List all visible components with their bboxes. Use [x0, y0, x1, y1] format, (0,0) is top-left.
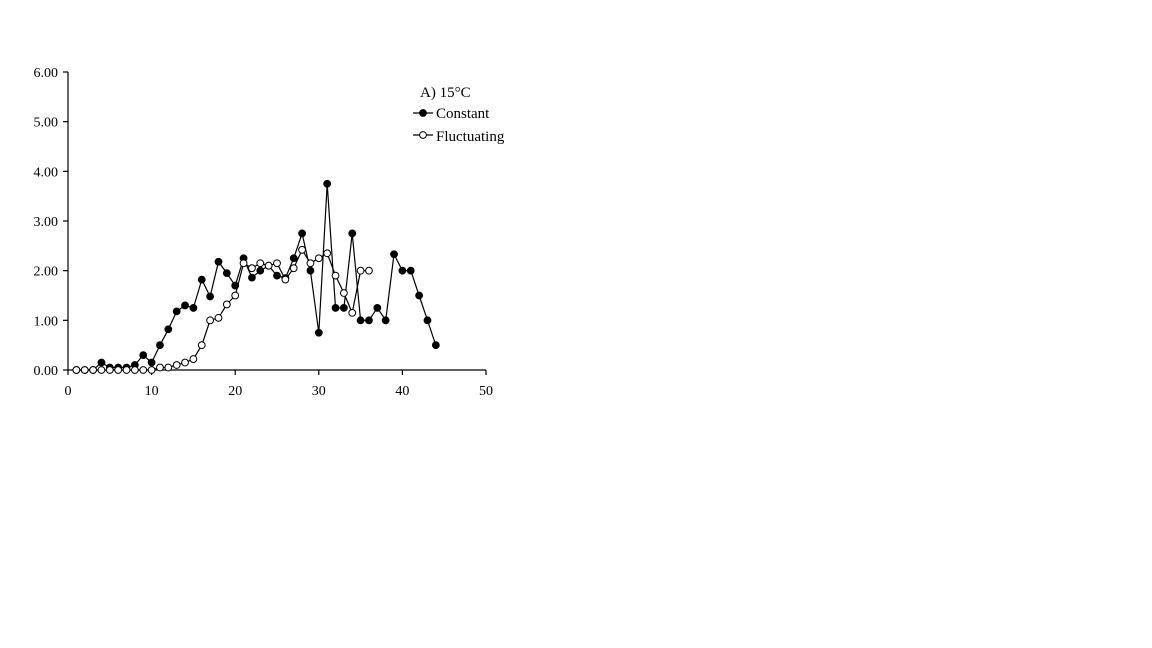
axes: 0 10 20 30 40 50 0.00 1.00 2.00 3.00 4.00 5.00 6.00	[34, 66, 494, 399]
series-line-constant	[76, 183, 437, 371]
data-point	[122, 366, 131, 374]
data-point	[323, 179, 332, 188]
data-point	[306, 266, 315, 275]
data-point	[273, 271, 281, 280]
data-point	[197, 275, 206, 284]
data-point	[214, 257, 223, 266]
y-tick-label: 3.00	[34, 215, 59, 230]
data-point	[156, 341, 164, 350]
data-point	[181, 358, 189, 367]
data-point	[356, 266, 365, 275]
data-point	[164, 363, 173, 372]
data-point	[164, 325, 173, 334]
data-point	[306, 259, 315, 268]
data-point	[423, 316, 432, 325]
data-point	[206, 316, 215, 325]
y-tick-label: 6.00	[34, 66, 59, 81]
data-point	[331, 271, 340, 280]
x-tick-label: 0	[65, 384, 72, 399]
data-point	[239, 259, 248, 268]
data-point	[406, 266, 415, 275]
data-point	[130, 366, 139, 374]
data-point	[289, 264, 298, 273]
data-point	[323, 249, 332, 258]
data-point	[339, 304, 348, 312]
data-point	[189, 304, 198, 312]
data-point	[181, 301, 189, 310]
legend-fluctuating-marker	[419, 131, 427, 139]
series-fluctuating	[72, 245, 373, 374]
data-point	[264, 261, 273, 270]
data-point	[189, 355, 198, 363]
x-tick-label: 40	[395, 384, 409, 399]
data-point	[431, 341, 440, 350]
data-point	[80, 366, 89, 374]
data-point	[172, 361, 181, 369]
legend-constant-marker	[419, 109, 427, 117]
legend: A) 15°C Constant Fluctuating	[413, 85, 505, 145]
data-point	[89, 366, 97, 374]
data-point	[314, 328, 323, 337]
data-point	[365, 316, 373, 325]
data-point	[415, 291, 424, 300]
legend-fluctuating-label: Fluctuating	[436, 129, 505, 145]
data-point	[197, 341, 206, 350]
data-point	[348, 308, 357, 317]
data-point	[105, 366, 114, 374]
data-point	[273, 259, 281, 268]
data-point	[139, 366, 148, 374]
y-tick-label: 0.00	[34, 364, 59, 379]
data-point	[256, 266, 265, 275]
data-point	[222, 300, 231, 309]
data-point	[298, 229, 306, 238]
data-point	[206, 292, 215, 301]
y-tick-label: 2.00	[34, 265, 59, 280]
series-layer	[72, 179, 440, 374]
legend-constant-label: Constant	[436, 106, 490, 122]
x-tick-label: 10	[145, 384, 159, 399]
series-constant	[72, 179, 440, 374]
data-point	[298, 245, 306, 254]
data-point	[373, 304, 382, 312]
data-point	[348, 229, 357, 238]
x-tick-label: 30	[312, 384, 326, 399]
data-point	[398, 266, 407, 275]
data-point	[248, 264, 256, 273]
data-point	[114, 366, 123, 374]
data-point	[281, 275, 290, 284]
data-point	[381, 316, 390, 325]
y-tick-label: 1.00	[34, 314, 59, 329]
data-point	[172, 307, 181, 316]
data-point	[314, 254, 323, 263]
y-tick-label: 5.00	[34, 116, 59, 131]
data-point	[156, 363, 164, 372]
data-point	[365, 266, 373, 275]
data-point	[222, 269, 231, 278]
data-point	[289, 254, 298, 263]
data-point	[72, 366, 81, 374]
data-point	[147, 358, 156, 367]
data-point	[97, 358, 106, 367]
data-point	[231, 291, 240, 300]
data-point	[147, 366, 156, 374]
data-point	[356, 316, 365, 325]
x-tick-label: 50	[479, 384, 493, 399]
data-point	[248, 273, 256, 282]
data-point	[214, 313, 223, 322]
data-point	[97, 366, 106, 374]
data-point	[139, 351, 148, 360]
data-point	[256, 259, 265, 268]
data-point	[339, 289, 348, 297]
x-tick-label: 20	[228, 384, 242, 399]
y-tick-label: 4.00	[34, 165, 59, 180]
chart-title: A) 15°C	[420, 85, 471, 101]
data-point	[390, 250, 398, 259]
data-point	[331, 304, 340, 312]
